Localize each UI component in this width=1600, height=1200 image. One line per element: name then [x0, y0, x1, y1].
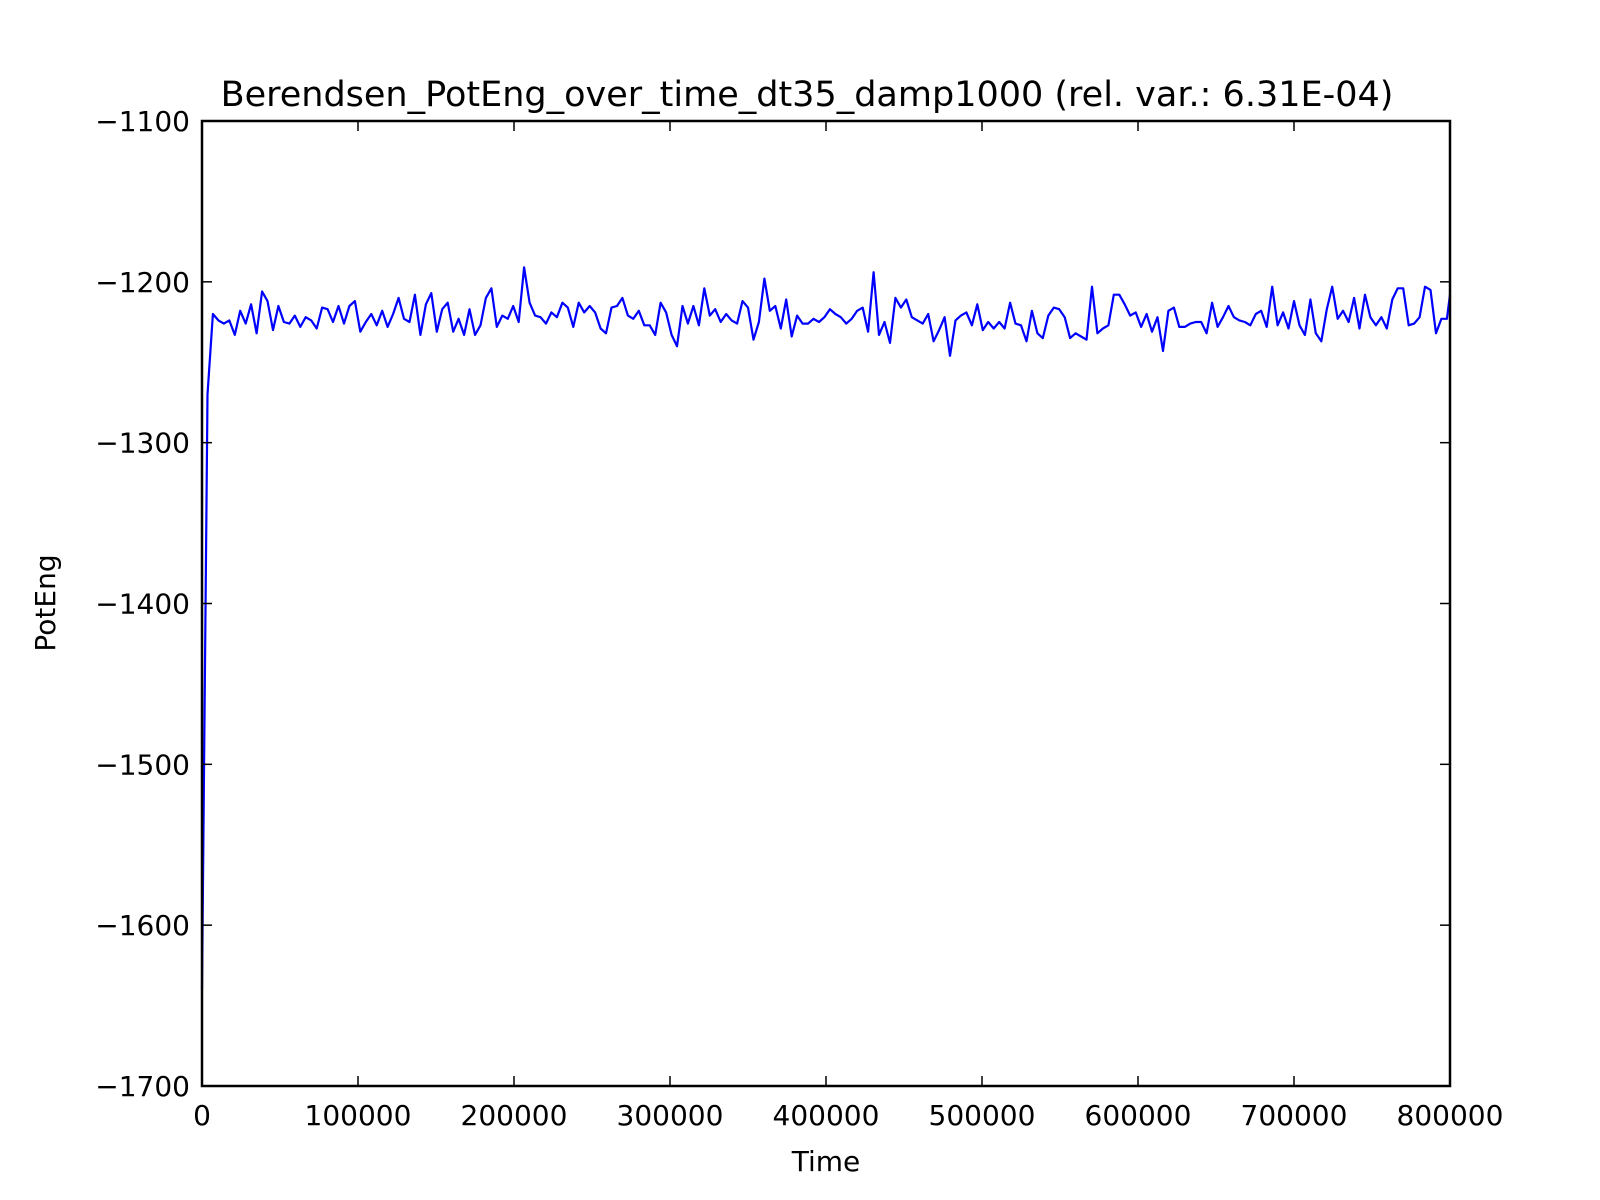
x-tick-label: 700000 [1241, 1099, 1348, 1132]
x-tick-label: 100000 [305, 1099, 412, 1132]
y-tick-label: −1600 [95, 909, 190, 942]
y-axis: −1100 −1200 −1300 −1400 −1500 −1600 −1700 [95, 105, 1450, 1103]
x-tick-label: 800000 [1397, 1099, 1504, 1132]
y-tick-label: −1400 [95, 588, 190, 621]
x-axis: 0 100000 200000 300000 400000 500000 600000 700… [193, 121, 1503, 1132]
y-tick-label: −1300 [95, 427, 190, 460]
chart-title: Berendsen_PotEng_over_time_dt35_damp1000… [221, 75, 1394, 115]
y-tick-label: −1200 [95, 266, 190, 299]
series-line [200, 266, 1452, 990]
y-axis-label: PotEng [29, 554, 62, 651]
y-tick-label: −1700 [95, 1070, 190, 1103]
x-tick-label: 600000 [1085, 1099, 1192, 1132]
x-tick-label: 0 [193, 1099, 211, 1132]
x-tick-label: 200000 [461, 1099, 568, 1132]
x-tick-label: 500000 [929, 1099, 1036, 1132]
x-axis-label: Time [791, 1145, 861, 1178]
y-tick-label: −1100 [95, 105, 190, 138]
x-tick-label: 300000 [617, 1099, 724, 1132]
x-tick-label: 400000 [773, 1099, 880, 1132]
y-tick-label: −1500 [95, 748, 190, 781]
